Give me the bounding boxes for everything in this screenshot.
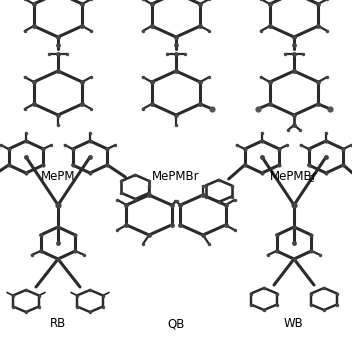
Text: MePM: MePM (41, 170, 75, 183)
Text: WB: WB (284, 317, 304, 330)
Text: MePMBr: MePMBr (270, 170, 318, 183)
Text: QB: QB (167, 317, 185, 330)
Text: MePMBr: MePMBr (152, 170, 200, 183)
Text: 2: 2 (308, 175, 314, 184)
Text: RB: RB (50, 317, 66, 330)
